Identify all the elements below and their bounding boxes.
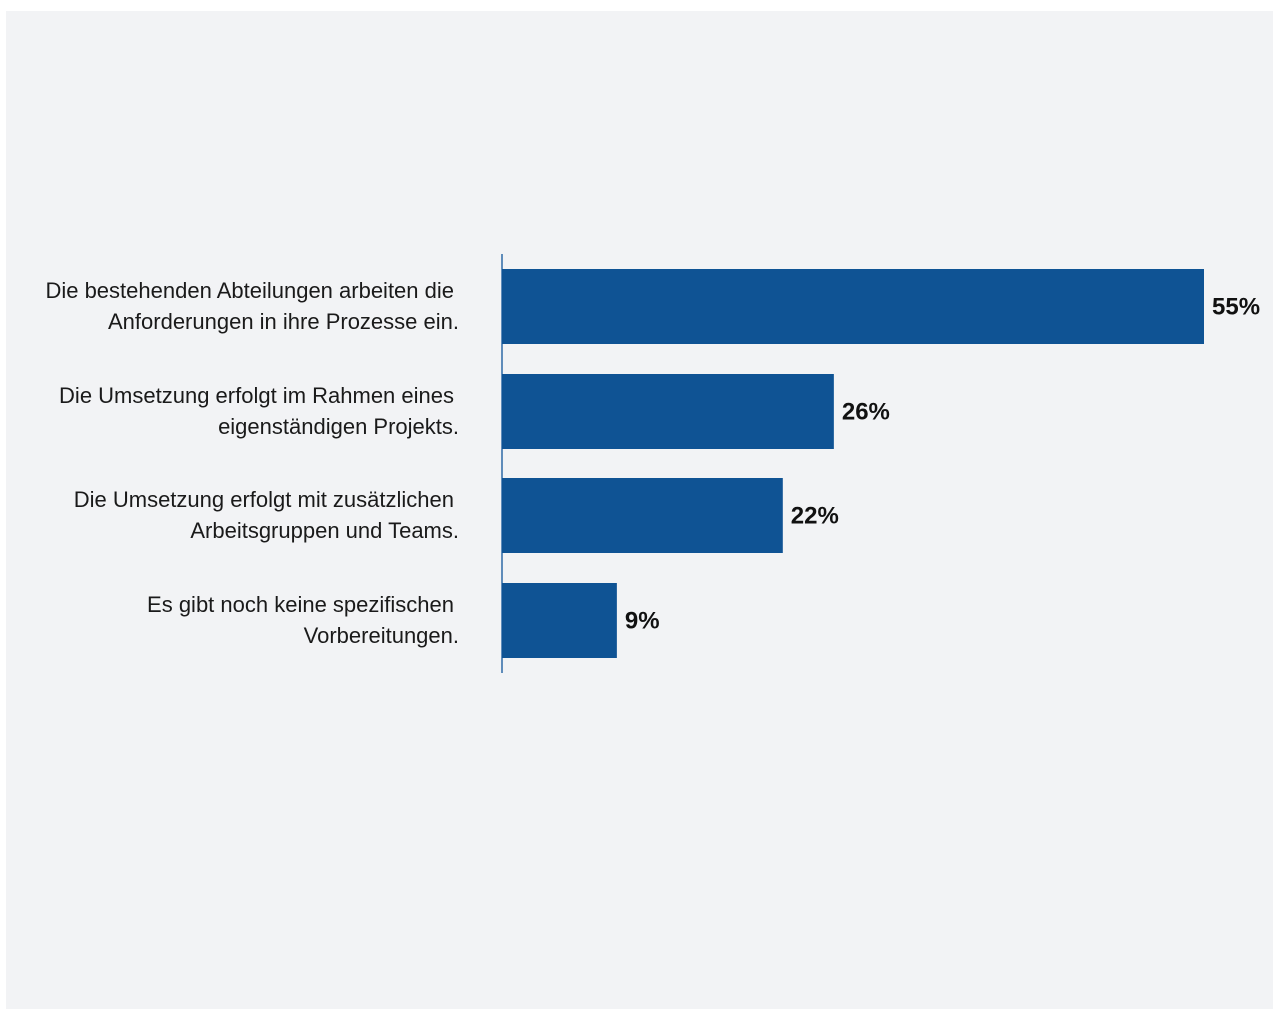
- category-label-2-line-2: eigenständigen Projekts.: [218, 414, 459, 439]
- value-labels-group: 55% 26% 22% 9%: [625, 294, 1260, 635]
- category-label-3-line-2: Arbeitsgruppen und Teams.: [190, 518, 459, 543]
- bar-4: [502, 583, 617, 658]
- bar-3: [502, 478, 783, 553]
- category-label-4-line-1: Es gibt noch keine spezifischen: [147, 592, 454, 617]
- category-label-1: Die bestehenden Abteilungen arbeiten die…: [45, 278, 459, 334]
- bar-2: [502, 374, 834, 449]
- category-labels-group: Die bestehenden Abteilungen arbeiten die…: [45, 278, 459, 648]
- value-label-2: 26%: [842, 399, 890, 426]
- category-label-1-line-1: Die bestehenden Abteilungen arbeiten die: [45, 278, 454, 303]
- value-label-4: 9%: [625, 608, 660, 635]
- category-label-4-line-2: Vorbereitungen.: [304, 623, 459, 648]
- value-label-1: 55%: [1212, 294, 1260, 321]
- category-label-3: Die Umsetzung erfolgt mit zusätzlichen Ar…: [74, 487, 459, 543]
- bar-1: [502, 269, 1204, 344]
- value-label-3: 22%: [791, 503, 839, 530]
- category-label-2-line-1: Die Umsetzung erfolgt im Rahmen eines: [59, 383, 454, 408]
- category-label-4: Es gibt noch keine spezifischen Vorbereit…: [147, 592, 459, 648]
- category-label-2: Die Umsetzung erfolgt im Rahmen eines eig…: [59, 383, 459, 439]
- category-label-3-line-1: Die Umsetzung erfolgt mit zusätzlichen: [74, 487, 454, 512]
- bars-group: [502, 269, 1204, 658]
- category-label-1-line-2: Anforderungen in ihre Prozesse ein.: [108, 309, 459, 334]
